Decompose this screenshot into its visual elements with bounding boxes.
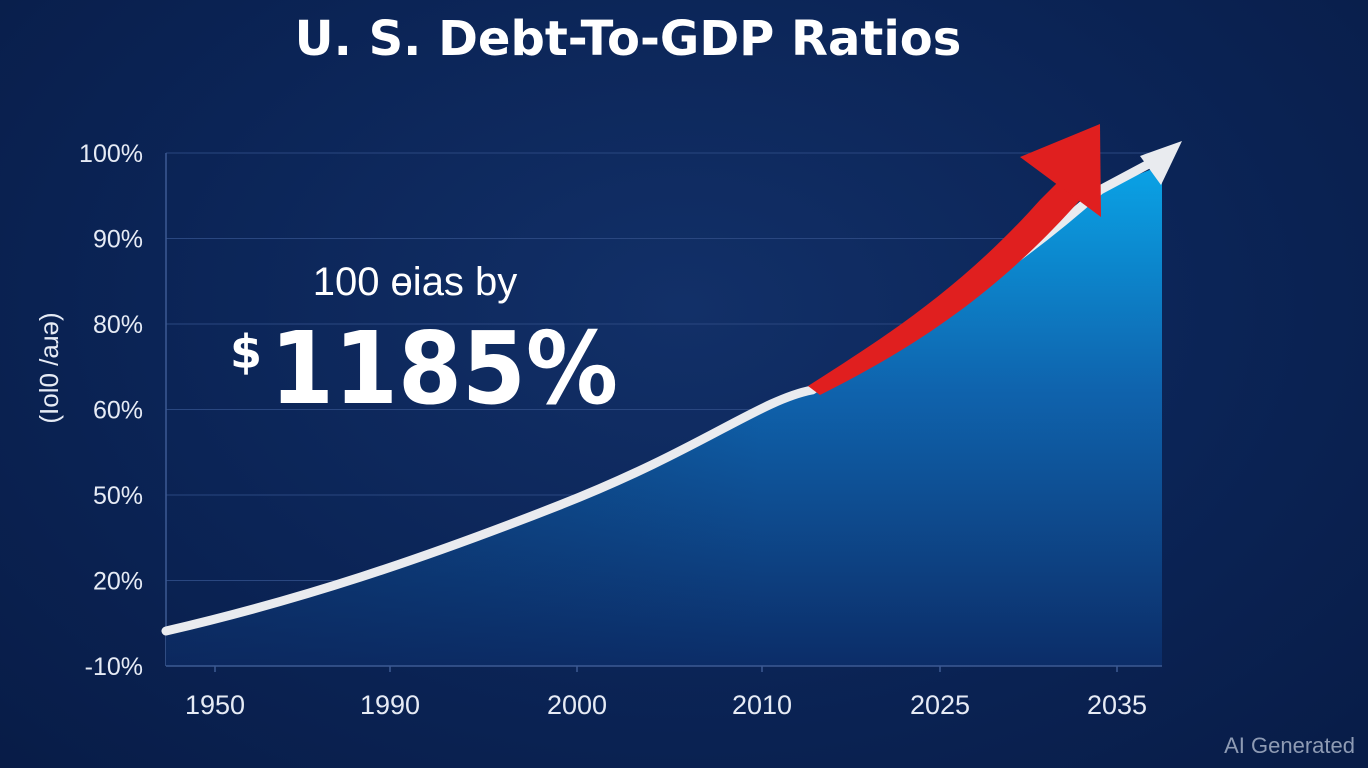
y-tick-label: 80% — [93, 311, 143, 339]
y-tick-label: 60% — [93, 397, 143, 425]
area-shade — [166, 165, 1162, 666]
x-tick-label: 2025 — [910, 690, 970, 720]
trend-arrowhead — [1140, 141, 1182, 185]
annotation-line1: 100 ɵias by — [313, 260, 518, 304]
x-tick-label: 1950 — [185, 690, 245, 720]
red-arrow-shaft — [808, 178, 1080, 395]
chart-title: U. S. Debt-To-GDP Ratios — [295, 11, 962, 67]
annotation-value: 1185% — [270, 310, 618, 427]
ai-generated-watermark: AI Generated — [1224, 733, 1355, 758]
x-axis-ticks: 1950 1990 2000 2010 2025 2035 — [185, 666, 1147, 720]
y-tick-label: 100% — [79, 140, 143, 168]
y-axis-label: (Iol0 /aɹə) — [34, 312, 64, 423]
y-tick-label: 90% — [93, 226, 143, 254]
annotation-dollar-sign: $ — [230, 325, 262, 379]
x-tick-label: 2000 — [547, 690, 607, 720]
y-axis-ticks: 100% 90% 80% 60% 50% 20% -10% — [79, 140, 143, 681]
x-tick-label: 1990 — [360, 690, 420, 720]
y-tick-label: 50% — [93, 482, 143, 510]
x-tick-label: 2035 — [1087, 690, 1147, 720]
red-arrow-head — [1020, 124, 1101, 217]
x-tick-label: 2010 — [732, 690, 792, 720]
y-tick-label: -10% — [85, 653, 143, 681]
y-tick-label: 20% — [93, 568, 143, 596]
